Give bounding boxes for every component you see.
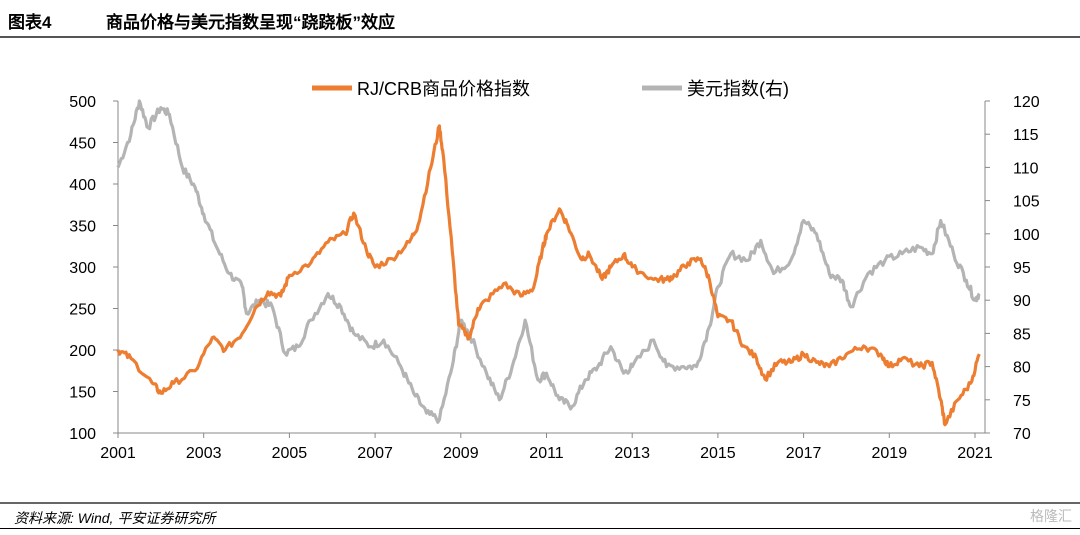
x-tick-label: 2015 (700, 445, 736, 462)
x-tick-label: 2017 (786, 445, 822, 462)
y-right-tick-label: 90 (1013, 293, 1031, 310)
y-left-tick-label: 250 (69, 302, 96, 319)
y-right-tick-label: 105 (1013, 194, 1040, 211)
figure-title: 商品价格与美元指数呈现“跷跷板”效应 (106, 13, 395, 32)
y-left-tick-label: 200 (69, 343, 96, 360)
footer-divider (0, 502, 1080, 504)
figure-number: 图表4 (8, 13, 52, 32)
y-left-tick-label: 400 (69, 177, 96, 194)
legend-label-crb: RJ/CRB商品价格指数 (357, 79, 530, 99)
chart: RJ/CRB商品价格指数 美元指数(右) 2001 2003 2005 2007 200… (69, 79, 1040, 462)
y-right-tick-label: 115 (1013, 127, 1039, 144)
x-tick-label: 2001 (100, 445, 136, 462)
y-right-tick-label: 70 (1013, 426, 1031, 443)
x-tick-label: 2007 (357, 445, 393, 462)
legend-label-usd: 美元指数(右) (687, 79, 789, 99)
y-left-tick-label: 450 (69, 136, 96, 153)
source-note: 资料来源: Wind, 平安证券研究所 (14, 510, 216, 526)
figure-header: 图表4 商品价格与美元指数呈现“跷跷板”效应 (8, 8, 395, 33)
y-left-tick-label: 500 (69, 94, 96, 111)
x-tick-label: 2011 (529, 445, 564, 462)
y-right-tick-label: 95 (1013, 260, 1031, 277)
x-tick-label: 2003 (186, 445, 222, 462)
footer-bottom-line (0, 528, 1080, 529)
y-left-tick-label: 350 (69, 219, 96, 236)
y-right-tick-label: 110 (1013, 160, 1039, 177)
y-left-tick-label: 300 (69, 260, 96, 277)
series-line-usd (116, 99, 981, 424)
watermark: 格隆汇 (1030, 508, 1072, 524)
x-tick-label: 2005 (272, 445, 308, 462)
x-tick-label: 2009 (443, 445, 479, 462)
header-divider (0, 36, 1080, 38)
y-right-tick-label: 100 (1013, 227, 1040, 244)
x-tick-label: 2019 (872, 445, 908, 462)
legend: RJ/CRB商品价格指数 美元指数(右) (312, 79, 789, 99)
y-left-tick-label: 150 (69, 385, 96, 402)
y-right-tick-label: 85 (1013, 326, 1031, 343)
x-tick-label: 2013 (614, 445, 650, 462)
x-tick-label: 2021 (957, 445, 993, 462)
y-left-tick-label: 100 (69, 426, 96, 443)
y-right-tick-label: 80 (1013, 360, 1031, 377)
y-right-tick-label: 75 (1013, 393, 1031, 410)
y-right-tick-label: 120 (1013, 94, 1040, 111)
